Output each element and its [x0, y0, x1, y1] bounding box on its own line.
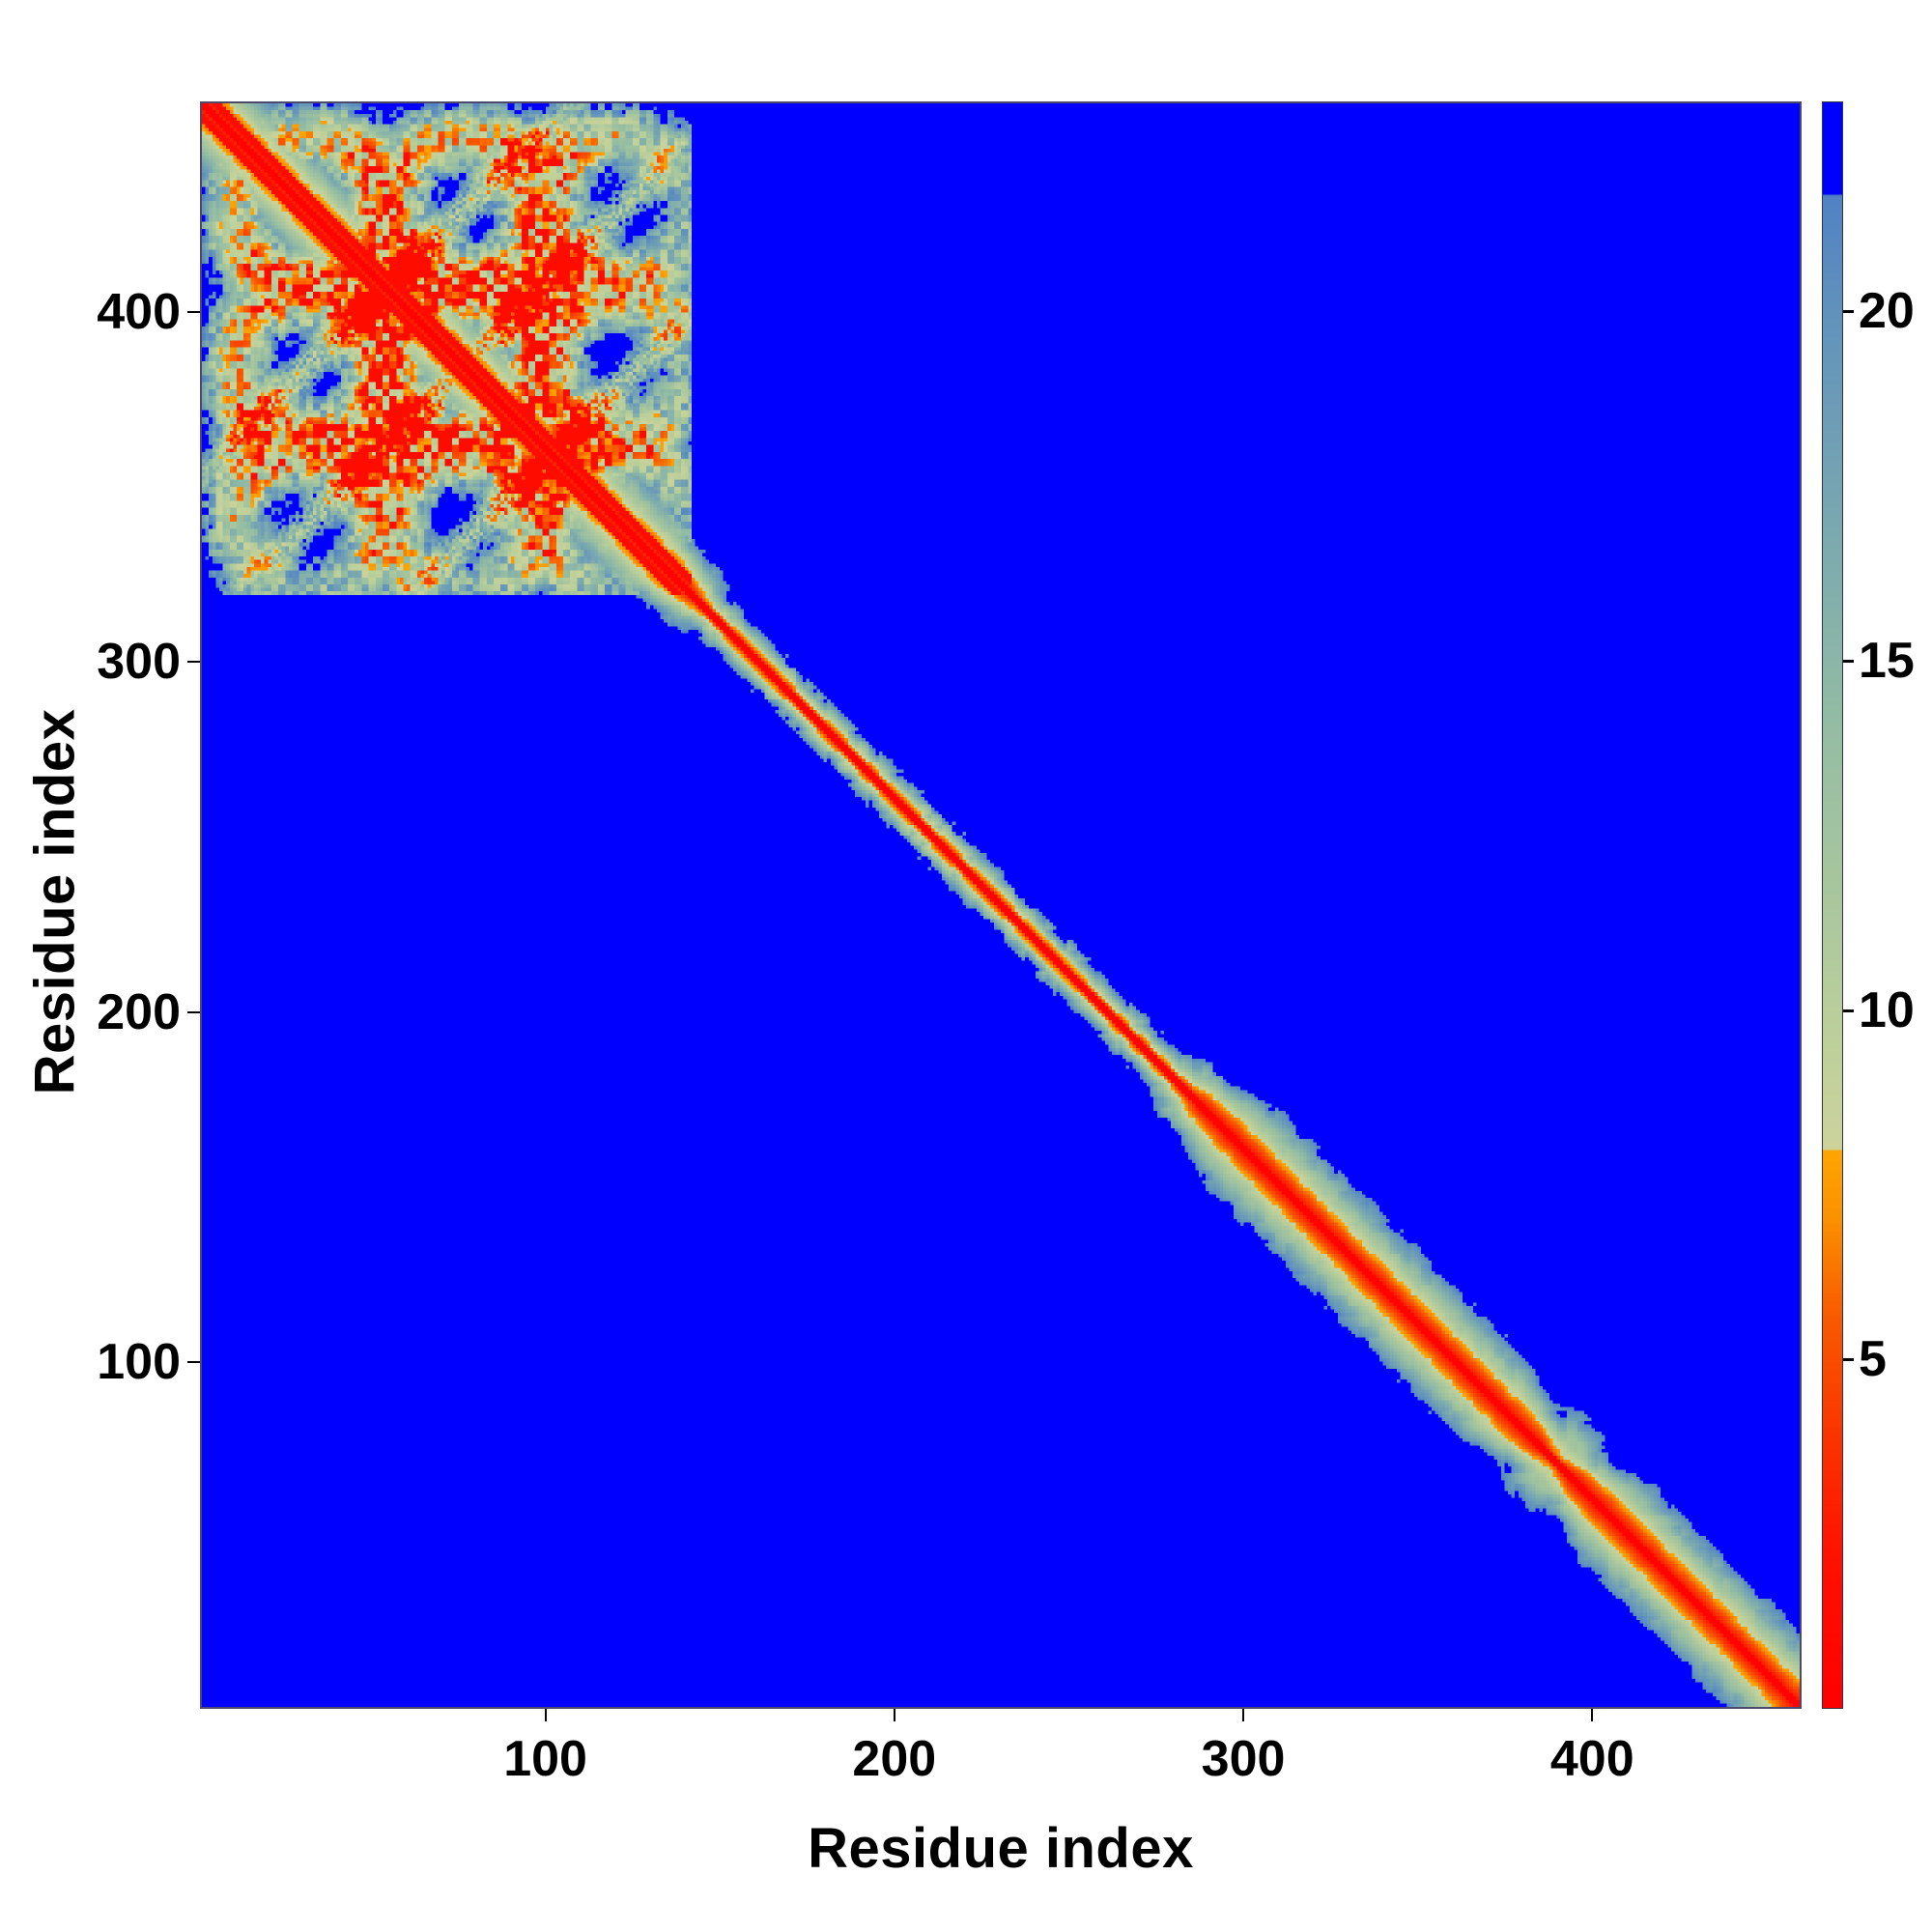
colorbar-tick-mark	[1843, 659, 1854, 663]
distance-matrix-canvas	[202, 103, 1800, 1707]
y-tick-mark	[187, 661, 200, 664]
x-tick-label: 400	[1549, 1731, 1634, 1787]
heatmap-plot-area	[200, 101, 1802, 1709]
x-tick-label: 200	[852, 1731, 937, 1787]
y-tick-label: 100	[97, 1334, 181, 1391]
x-tick-mark	[893, 1709, 895, 1721]
colorbar-tick-mark	[1843, 1009, 1854, 1012]
y-tick-mark	[187, 310, 200, 313]
y-axis-title: Residue index	[23, 708, 87, 1095]
x-tick-label: 100	[503, 1731, 587, 1787]
colorbar-tick-label: 20	[1859, 283, 1915, 340]
y-tick-mark	[187, 1010, 200, 1013]
x-tick-mark	[1242, 1709, 1245, 1721]
y-tick-mark	[187, 1361, 200, 1364]
colorbar-tick-label: 15	[1859, 632, 1915, 689]
y-tick-label: 400	[97, 283, 181, 340]
y-tick-label: 300	[97, 634, 181, 691]
colorbar-gradient	[1822, 101, 1843, 1709]
colorbar-tick-label: 5	[1859, 1331, 1887, 1388]
colorbar	[1822, 101, 1843, 1709]
x-axis-title: Residue index	[808, 1817, 1194, 1880]
colorbar-tick-mark	[1843, 310, 1854, 314]
colorbar-tick-mark	[1843, 1358, 1854, 1362]
x-tick-mark	[544, 1709, 547, 1721]
y-tick-label: 200	[97, 983, 181, 1040]
x-tick-mark	[1591, 1709, 1594, 1721]
x-tick-label: 300	[1201, 1731, 1286, 1787]
colorbar-tick-label: 10	[1859, 981, 1915, 1038]
